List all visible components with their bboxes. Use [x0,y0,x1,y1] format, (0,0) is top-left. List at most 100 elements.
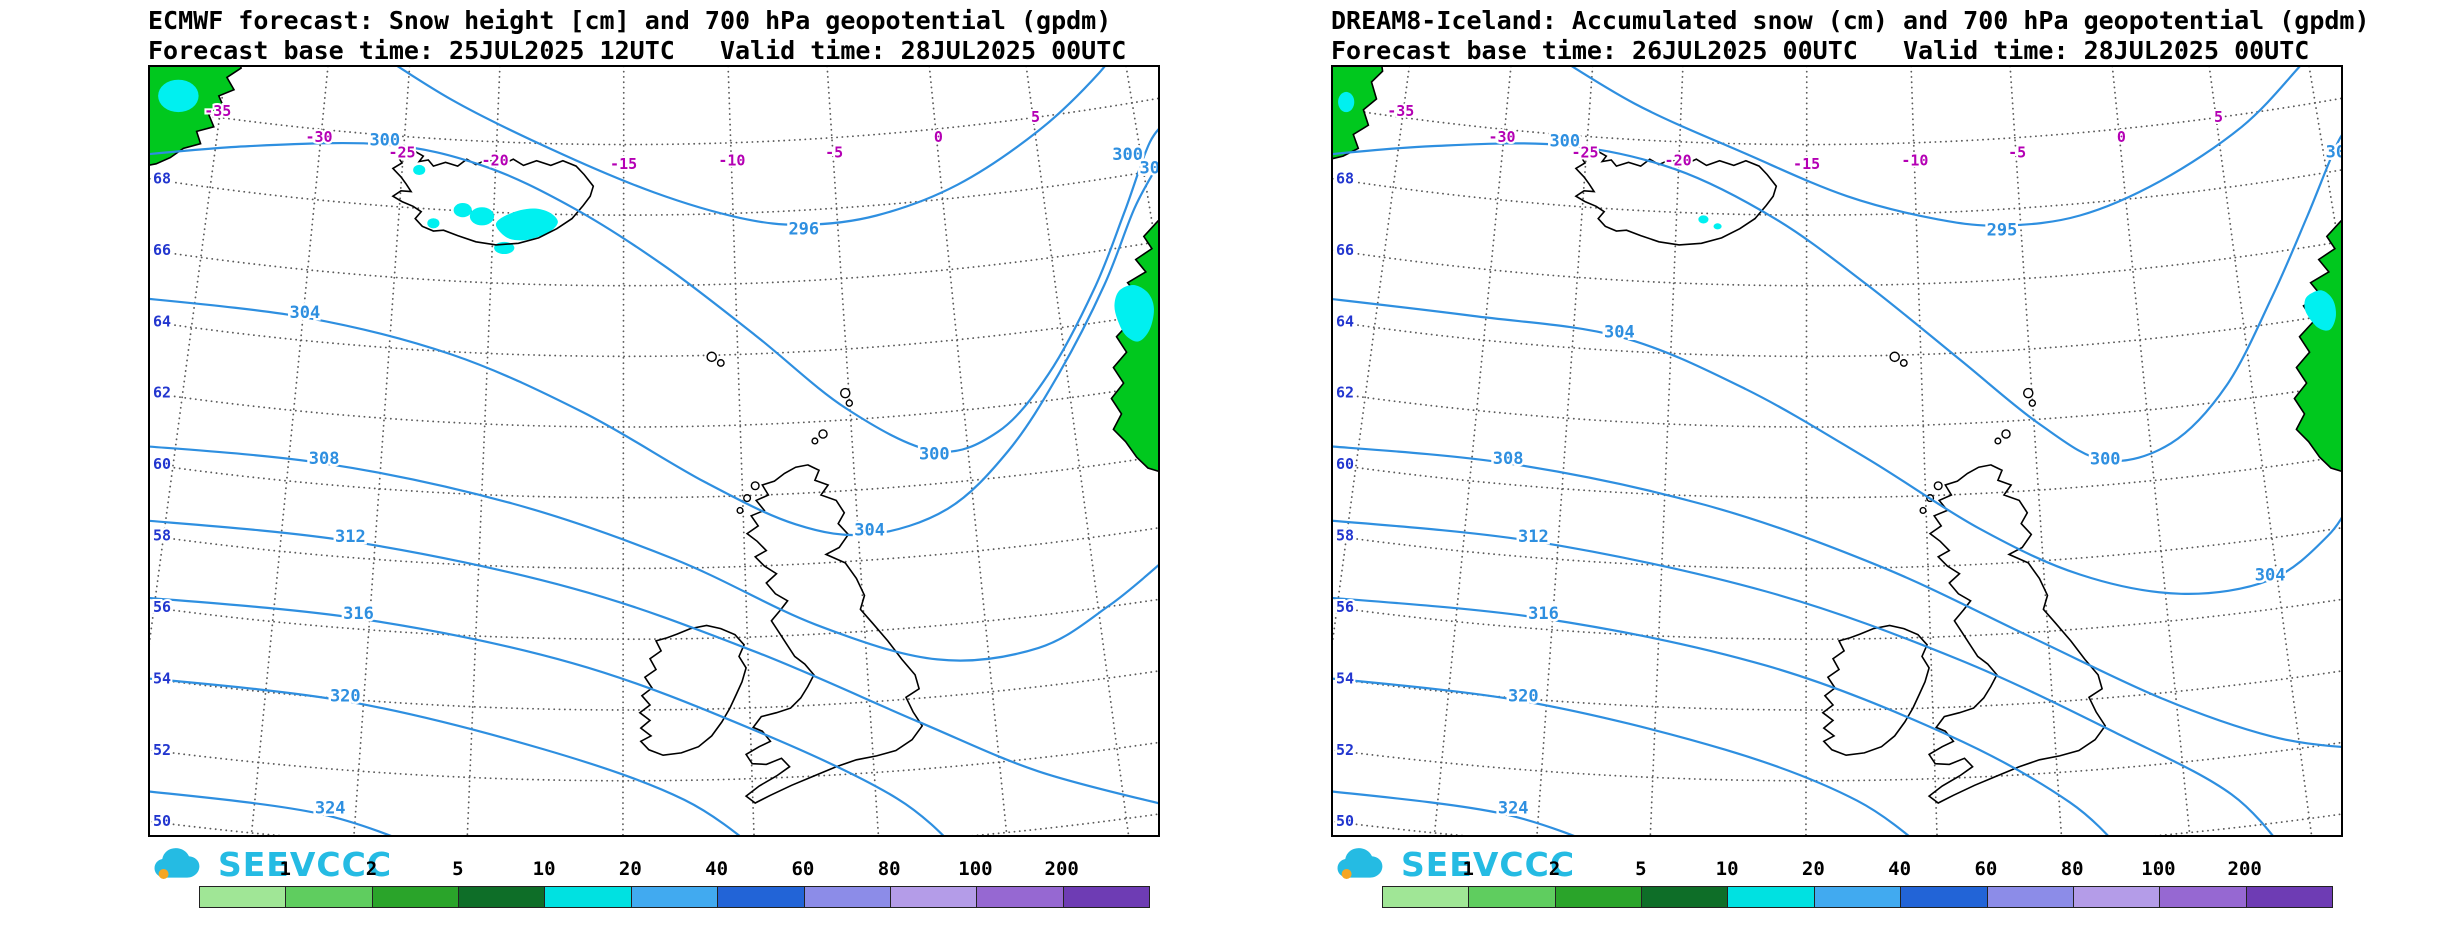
latitude-label: 66 [1336,241,1354,259]
colorbar-cell [1642,887,1729,907]
coast-islet [2001,429,2011,439]
colorbar-cell [200,887,287,907]
colorbar-cell [1814,887,1902,907]
latitude-label: 62 [153,384,171,402]
latitude-label: 56 [1336,598,1354,616]
contour-324 [1332,790,1578,836]
contour-label: 304 [1604,322,1635,342]
snow-field [495,208,558,241]
map-layers [1332,66,2342,836]
contour-label: 300 [1549,131,1580,151]
colorbar-value: 5 [452,858,464,880]
longitude-label: -35 [204,102,231,120]
colorbar-value: 200 [2227,858,2262,880]
colorbar-labels: 1 2 5 10 20 40 60 80 100 200 [199,858,1148,882]
graticule-meridian [2111,66,2191,836]
graticule-meridian [826,66,880,836]
contour-label: 316 [343,604,374,624]
latitude-label: 66 [153,241,171,259]
contour-label: 304 [854,521,885,541]
longitude-label: -25 [1571,144,1598,162]
longitude-label: -15 [1793,155,1820,173]
panel-ecmwf: ECMWF forecast: Snow height [cm] and 700… [148,0,1173,925]
contour-308 [149,445,1159,662]
latitude-label: 56 [153,598,171,616]
longitude-label: -30 [1488,128,1515,146]
longitude-label: -10 [1901,151,1928,169]
colorbar-cell [2073,887,2161,907]
coast-islet [1899,359,1908,367]
graticule-meridian [1535,66,1594,836]
latitude-label: 68 [153,170,171,188]
snow-field [453,203,472,218]
latitude-label: 58 [1336,527,1354,545]
graticule-meridian [2009,66,2063,836]
colorbar-value: 200 [1044,858,1079,880]
contour-label: 308 [309,449,340,469]
seevccc-logo-text: SEEVCCC [218,844,393,884]
colorbar-cell [1383,887,1470,907]
map-subtitle: Forecast base time: 26JUL2025 00UTC Vali… [1331,36,2310,65]
contour-label: 296 [788,220,819,240]
longitude-label: -30 [305,128,332,146]
colorbar-value: 10 [1715,858,1739,880]
seevccc-logo-text: SEEVCCC [1401,844,1576,884]
coast-islet [716,359,725,367]
colorbar-cell [2160,887,2247,907]
contour-label: 312 [1518,527,1549,547]
graticule-meridian [928,66,1008,836]
contour-316 [149,596,946,836]
colorbar-cell [804,887,891,907]
longitude-label: -15 [610,155,637,173]
panel-dream8: DREAM8-Iceland: Accumulated snow (cm) an… [1331,0,2370,925]
contour-label: 295 [1987,220,2018,240]
longitude-label: -20 [482,151,509,169]
coast-islet [706,351,717,363]
latitude-label: 50 [1336,812,1354,830]
map-title: DREAM8-Iceland: Accumulated snow (cm) an… [1331,6,2370,35]
seevccc-logo: SEEVCCC [1333,843,1575,885]
colorbar-cell [459,887,546,907]
colorbar-cell [545,887,632,907]
coast-islet [1919,506,1927,514]
longitude-label: -25 [388,144,415,162]
contour-label: 324 [315,799,346,819]
map-svg: 296300300300304304304308312316320324-35-… [148,65,1173,837]
latitude-label: 58 [153,527,171,545]
weather-map-dream8: 295 300 300 300 304 304 308 312 316 320 324 -35 -30 -… [1331,65,2359,837]
contour-304 [1332,297,2342,595]
coast-greenland [1332,66,1384,160]
colorbar [1382,886,2333,908]
contour-label: 300 [1112,145,1143,165]
contour-label: 304 [2255,566,2286,586]
latitude-label: 54 [1336,669,1354,687]
longitude-label: 5 [2214,108,2223,126]
colorbar-cell [1063,887,1149,907]
contour-label: 304 [290,303,321,323]
colorbar [199,886,1150,908]
snow-field [2304,290,2337,331]
colorbar-cell [890,887,978,907]
coast-islet [750,481,760,491]
contour-295 [1569,66,2302,227]
latitude-label: 68 [1336,170,1354,188]
contour-312 [1332,519,2275,836]
coast-islet [1994,437,2002,445]
coast-islet [2023,387,2034,399]
colorbar-value: 100 [2141,858,2176,880]
cloud-logo-icon [154,848,200,879]
colorbar-value: 40 [1888,858,1912,880]
longitude-label: -5 [825,144,843,162]
colorbar-value: 100 [958,858,993,880]
coast-norway [1110,219,1159,473]
latitude-label: 54 [153,669,171,687]
seevccc-logo: SEEVCCC [150,843,392,885]
snow-field [413,164,426,176]
longitude-label: 0 [2117,128,2126,146]
snow-field [1713,223,1722,230]
colorbar-value: 1 [279,858,291,880]
coast-islet [743,494,752,503]
colorbar-cell [631,887,719,907]
longitude-label: 0 [934,128,943,146]
contour-312 [149,519,1159,805]
